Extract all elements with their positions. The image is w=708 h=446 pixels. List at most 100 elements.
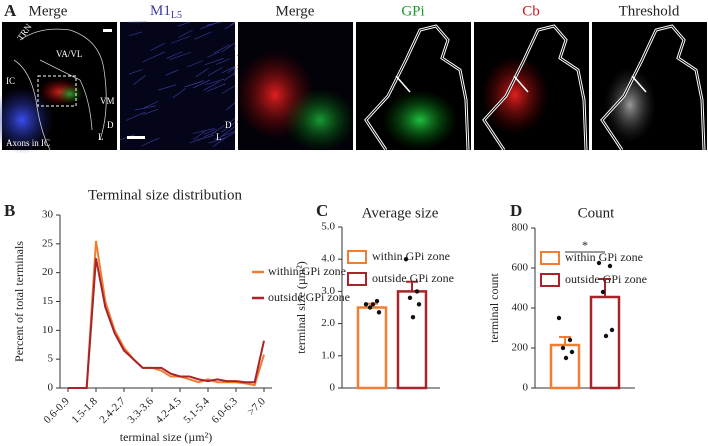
panel-title: M1L5 — [150, 3, 182, 21]
arrow — [631, 75, 647, 93]
outlines — [364, 24, 706, 151]
data-point — [407, 295, 413, 301]
significance-label: * — [582, 238, 588, 252]
legend-label: outside GPi zone — [372, 271, 454, 285]
fiber — [227, 67, 236, 74]
data-point — [600, 289, 606, 295]
y-tick-label: 600 — [512, 262, 529, 274]
data-point — [563, 355, 569, 361]
image-label: L — [216, 132, 222, 142]
image-label: VM — [100, 96, 115, 106]
legend-swatch — [540, 251, 560, 265]
panel-title: Cb — [522, 3, 540, 19]
data-point — [414, 289, 420, 294]
x-axis-label: terminal size (µm²) — [120, 430, 212, 444]
data-point — [603, 333, 609, 339]
data-point — [556, 315, 562, 321]
data-point — [403, 257, 409, 262]
fiber — [177, 21, 191, 27]
fiber — [128, 69, 143, 75]
stain — [56, 84, 84, 104]
fiber — [225, 118, 236, 126]
chart-title: Count — [578, 205, 616, 221]
panel-letter: B — [4, 201, 15, 220]
bar — [589, 295, 621, 390]
fiber — [221, 85, 236, 94]
fiber — [205, 78, 225, 85]
fiber — [221, 66, 236, 74]
panel-letter: D — [510, 201, 522, 220]
x-tick-label: 3.3-3.6 — [125, 395, 156, 426]
y-tick-label: 20 — [42, 266, 54, 278]
zone-outline — [483, 25, 587, 151]
stain — [481, 55, 549, 135]
fiber — [150, 42, 165, 51]
data-point — [363, 302, 369, 307]
fiber — [129, 31, 143, 37]
data-point — [609, 327, 615, 333]
panel-title: Merge — [276, 3, 315, 19]
y-axis-label: terminal size (µm²) — [294, 261, 308, 353]
stain — [284, 88, 356, 152]
fiber — [193, 130, 206, 141]
data-point — [607, 263, 613, 269]
fiber — [203, 128, 217, 135]
image-label: L — [98, 132, 104, 142]
fiber — [221, 126, 236, 137]
image-label: VA/VL — [56, 49, 82, 59]
y-axis-label: terminal count — [487, 273, 501, 343]
chart-title: Average size — [362, 205, 439, 221]
bar — [396, 290, 428, 390]
fiber — [143, 101, 158, 109]
panel-letter: A — [4, 1, 17, 20]
fiber — [206, 83, 226, 92]
data-point — [567, 337, 573, 343]
y-tick-label: 0 — [330, 382, 336, 394]
fiber — [224, 72, 236, 81]
fiber — [187, 60, 203, 68]
fiber — [225, 102, 236, 111]
x-tick-label: 6.0-6.3 — [209, 395, 240, 426]
fiber — [184, 80, 205, 88]
fiber — [125, 111, 146, 121]
fiber — [189, 137, 204, 144]
y-tick-label: 3.0 — [321, 285, 335, 297]
fiber — [221, 42, 236, 53]
y-tick-label: 800 — [512, 222, 529, 234]
fiber — [207, 67, 223, 76]
scale-bar — [103, 29, 112, 32]
x-tick-label: 4.2-4.5 — [153, 395, 184, 426]
legend-swatch — [540, 273, 560, 287]
fiber — [166, 51, 183, 59]
fiber — [221, 122, 236, 133]
outline — [13, 28, 107, 151]
fiber — [169, 52, 191, 61]
fiber — [192, 79, 211, 89]
image-label: IC — [6, 76, 15, 86]
y-tick-label: 0 — [523, 382, 529, 394]
data-point — [374, 298, 380, 304]
image-label: Axons in IC — [6, 138, 50, 148]
x-tick-label: 1.5-1.8 — [69, 395, 100, 426]
fiber — [142, 51, 165, 63]
y-tick-label: 10 — [42, 324, 54, 336]
legend-swatch — [347, 250, 367, 264]
y-tick-label: 15 — [42, 295, 54, 307]
legend-label: within GPi zone — [565, 250, 643, 264]
arrow — [395, 75, 411, 93]
y-tick-label: 200 — [512, 342, 529, 354]
legend-label: within GPi zone — [268, 264, 346, 278]
fiber — [158, 84, 177, 91]
y-tick-label: 1.0 — [321, 349, 335, 361]
stain — [382, 90, 458, 150]
data-point — [569, 349, 575, 355]
data-point — [560, 345, 566, 351]
x-tick-label: 2.4-2.7 — [97, 395, 128, 426]
fiber — [143, 108, 159, 115]
chart-title: Terminal size distribution — [88, 187, 242, 203]
y-tick-label: 5.0 — [321, 221, 335, 233]
fiber — [172, 88, 187, 99]
data-point — [596, 260, 602, 266]
charts: Terminal size distribution 0 5 10 15 20 25 30 Pe… — [12, 187, 647, 443]
